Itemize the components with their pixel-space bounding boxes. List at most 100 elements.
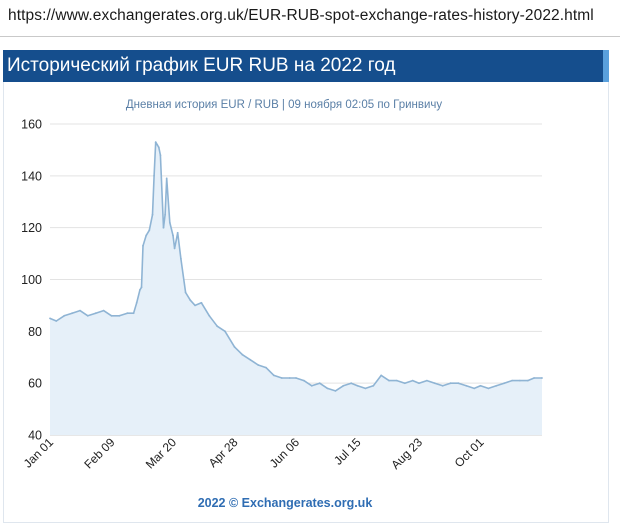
data-point [140,286,143,289]
y-tick-label: 160 [21,118,42,132]
data-point [200,301,203,304]
data-point [503,382,506,385]
data-point [280,377,283,379]
y-tick-label: 60 [28,377,42,391]
x-tick-label: Jun 06 [267,435,303,471]
data-point [142,244,144,247]
data-point [94,312,97,315]
data-point [449,382,452,385]
data-point [533,377,535,379]
data-point [511,379,513,382]
data-point [457,382,460,385]
data-point [441,384,444,387]
data-point [168,221,171,224]
data-point [326,387,329,390]
data-point [139,289,141,291]
chart-title-bar: Исторический график EUR RUB на 2022 год [3,50,609,82]
x-tick-label: Apr 28 [206,435,241,470]
data-point [380,374,383,377]
data-point [55,320,58,322]
data-point [403,382,406,385]
data-point [526,379,529,382]
data-point [495,384,498,387]
data-point [342,384,345,387]
data-point [241,353,244,356]
data-point [172,234,174,237]
data-point [86,314,89,317]
data-point [162,226,165,229]
data-point [350,382,353,385]
data-point [233,346,236,348]
data-point [173,247,176,250]
data-point [154,141,157,143]
chart-subtitle: Дневная история EUR / RUB | 09 ноября 02… [126,99,443,111]
data-point [165,177,168,180]
data-point [164,213,167,216]
data-point [156,143,159,146]
data-point [388,379,390,382]
data-point [176,231,179,234]
y-axis: 160 140 120 100 80 60 40 [21,118,42,443]
data-point [334,390,337,392]
data-point [396,379,398,382]
x-tick-label: Aug 23 [388,435,425,472]
x-tick-label: Oct 01 [452,435,487,470]
data-point [180,257,182,260]
data-point [318,382,321,385]
series-area [50,142,542,435]
data-point [310,384,313,387]
data-point [208,314,211,317]
credit-link[interactable]: 2022 © Exchangerates.org.uk [198,496,373,510]
data-point [157,146,160,149]
page-title: Исторический график EUR RUB на 2022 год [7,55,396,76]
data-point [224,330,226,333]
data-point [465,384,468,387]
y-tick-label: 120 [21,221,42,235]
chart-card: Дневная история EUR / RUB | 09 ноября 02… [3,82,609,523]
data-point [249,358,252,361]
data-point [118,314,121,317]
data-point [295,377,297,379]
y-tick-label: 80 [28,325,42,339]
x-tick-label: Jul 15 [331,435,364,468]
data-point [189,299,192,302]
data-point [148,229,151,232]
y-tick-label: 40 [28,429,42,443]
data-point [79,309,81,312]
data-point [479,384,482,387]
data-point [145,234,148,237]
x-tick-label: Mar 20 [143,435,180,472]
url-text[interactable]: https://www.exchangerates.org.uk/EUR-RUB… [8,7,594,24]
data-point [356,384,359,387]
data-point [364,387,367,390]
data-point [519,379,521,382]
data-point [433,382,436,385]
data-point [426,379,428,382]
x-tick-label: Feb 09 [81,435,118,472]
data-point [418,382,420,385]
data-point [473,387,476,390]
data-point [49,317,51,320]
plot-area [49,141,543,435]
data-point [102,309,105,312]
data-point [216,325,219,328]
data-point [257,364,260,366]
data-point [159,154,162,156]
data-point [194,304,197,307]
data-point [71,312,73,315]
exchange-rate-chart: Дневная история EUR / RUB | 09 ноября 02… [21,99,543,510]
data-point [411,379,414,382]
data-point [135,301,138,304]
data-point [63,314,66,317]
data-point [151,213,154,216]
y-tick-label: 140 [21,169,42,183]
data-point [288,377,291,379]
data-point [126,312,129,315]
data-point [303,379,305,382]
data-point [184,291,187,294]
data-point [110,314,113,317]
x-axis: Jan 01 Feb 09 Mar 20 Apr 28 Jun 06 Jul 15 Aug … [21,435,487,472]
data-point [132,312,135,315]
address-bar[interactable]: https://www.exchangerates.org.uk/EUR-RUB… [0,0,620,37]
data-point [265,366,267,369]
